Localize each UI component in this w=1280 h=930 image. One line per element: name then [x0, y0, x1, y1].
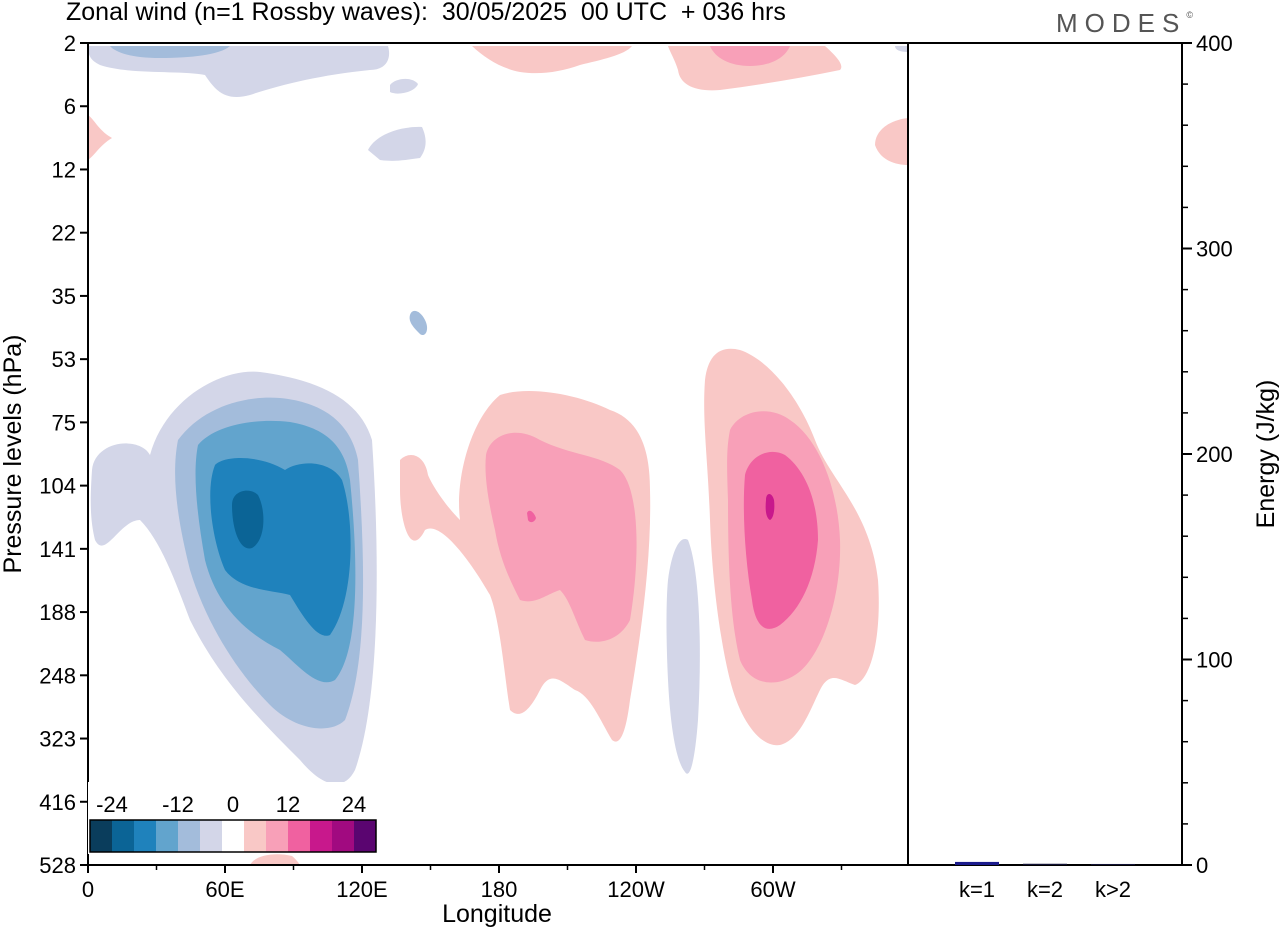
colorbar-swatch [200, 820, 222, 852]
y-tick-label: 248 [39, 663, 76, 688]
x-axis-title: Longitude [442, 900, 552, 928]
energy-axis-ticks: 0 100 200 300 400 [1182, 31, 1233, 878]
energy-bars: k=1 k=2 k>2 [955, 861, 1135, 902]
colorbar-label: 0 [227, 792, 239, 817]
logo-text: MODES [1056, 8, 1187, 38]
colorbar-swatch [156, 820, 178, 852]
y-tick-label: 323 [39, 727, 76, 752]
logo-mark: © [1186, 10, 1193, 20]
contour-neg-top [88, 46, 390, 98]
energy-bar [1091, 863, 1135, 865]
colorbar-swatch [354, 820, 376, 852]
y-tick-label: 416 [39, 790, 76, 815]
energy-tick-label: 300 [1196, 237, 1233, 262]
energy-bar [1023, 863, 1067, 865]
y-tick-label: 12 [52, 157, 76, 182]
energy-tick-label: 100 [1196, 648, 1233, 673]
contour-pos-12b [743, 451, 818, 629]
y-tick-label: 53 [52, 347, 76, 372]
contour-neg-small [409, 310, 428, 336]
contour-pos-left [88, 115, 112, 160]
y-tick-label: 6 [64, 94, 76, 119]
colorbar-swatch [90, 820, 112, 852]
colorbar-label: 24 [342, 792, 366, 817]
contour-pos-bottom [250, 854, 300, 865]
contour-pos-16b [765, 494, 775, 520]
y-tick-label: 188 [39, 600, 76, 625]
x-tick-label: 60W [750, 877, 795, 902]
energy-tick-label: 400 [1196, 31, 1233, 56]
contour-pos-top3 [710, 46, 790, 66]
colorbar-swatch [244, 820, 266, 852]
energy-axis-title: Energy (J/kg) [1252, 380, 1280, 529]
contour-pos-right [875, 118, 908, 165]
energy-bar [955, 861, 999, 865]
colorbar-label: 12 [276, 792, 300, 817]
y-tick-label: 35 [52, 284, 76, 309]
y-tick-label: 141 [39, 537, 76, 562]
colorbar-swatch [310, 820, 332, 852]
y-tick-label: 22 [52, 221, 76, 246]
contour-neg-strip [666, 539, 700, 774]
x-axis-ticks: 0 60E 120E 180 120W 60W [82, 865, 843, 902]
modes-logo: MODES© [1056, 8, 1193, 39]
x-tick-label: 120W [607, 877, 665, 902]
colorbar-swatch [178, 820, 200, 852]
contour-neg-top2 [110, 46, 230, 58]
energy-category-label: k=2 [1027, 877, 1063, 902]
colorbar-swatch [222, 820, 244, 852]
contour-neg-20 [232, 490, 264, 549]
chart-title: Zonal wind (n=1 Rossby waves): 30/05/202… [66, 0, 786, 26]
contour-pos-8a [485, 432, 637, 642]
contour-neg-blob [368, 126, 426, 161]
x-tick-label: 0 [82, 877, 94, 902]
colorbar-swatch [288, 820, 310, 852]
colorbar-legend: -24 -12 0 12 24 [88, 782, 378, 854]
colorbar-swatch [134, 820, 156, 852]
colorbar-swatch [112, 820, 134, 852]
y-axis-title: Pressure levels (hPa) [0, 335, 27, 574]
energy-tick-label: 200 [1196, 442, 1233, 467]
energy-category-label: k=1 [959, 877, 995, 902]
contour-neg-corner [895, 46, 908, 52]
contour-pos-top1 [472, 46, 632, 74]
y-tick-label: 104 [39, 474, 76, 499]
colorbar-swatch [332, 820, 354, 852]
y-tick-label: 528 [39, 853, 76, 878]
energy-category-label: k>2 [1095, 877, 1131, 902]
contour-field [88, 46, 908, 865]
y-axis-ticks: 2 6 12 22 35 53 75 104 141 188 248 323 416 528 [39, 31, 88, 878]
contour-pos-12a [527, 510, 536, 523]
colorbar-swatch [266, 820, 288, 852]
x-tick-label: 120E [336, 877, 387, 902]
contour-pos-top2 [668, 46, 842, 91]
colorbar-label: -12 [162, 792, 194, 817]
y-tick-label: 75 [52, 410, 76, 435]
x-tick-label: 180 [481, 877, 518, 902]
contour-neg-dot [390, 78, 418, 94]
energy-tick-label: 0 [1196, 853, 1208, 878]
x-tick-label: 60E [205, 877, 244, 902]
y-tick-label: 2 [64, 31, 76, 56]
colorbar-frame [89, 819, 377, 853]
colorbar-label: -24 [96, 792, 128, 817]
